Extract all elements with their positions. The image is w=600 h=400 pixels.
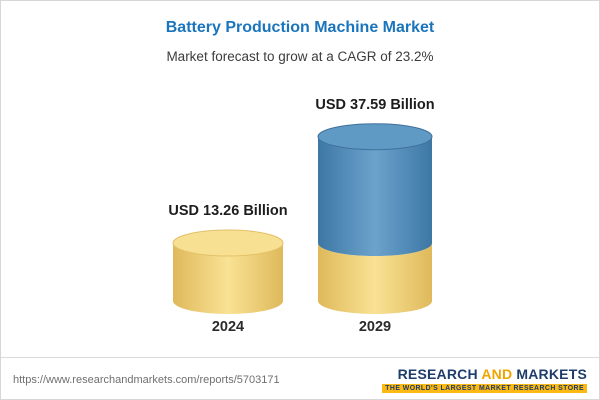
value-label-2024: USD 13.26 Billion (168, 203, 288, 219)
logo-word-markets: MARKETS (516, 366, 587, 382)
cylinder-2029 (317, 123, 433, 314)
yellow-segment (318, 243, 432, 314)
brand-logo: RESEARCH AND MARKETS THE WORLD'S LARGEST… (382, 366, 587, 393)
brand-logo-wordmark: RESEARCH AND MARKETS (398, 366, 587, 382)
logo-word-and: AND (481, 366, 513, 382)
category-label-2024: 2024 (211, 319, 245, 335)
footer-url: https://www.researchandmarkets.com/repor… (13, 373, 280, 386)
cylinder-top (317, 123, 433, 151)
brand-tagline: THE WORLD'S LARGEST MARKET RESEARCH STOR… (382, 384, 587, 393)
category-label-2029: 2029 (358, 319, 392, 335)
yellow-segment (173, 243, 283, 314)
cylinder-top (172, 229, 284, 257)
cylinder-bar-chart (172, 123, 433, 314)
footer: https://www.researchandmarkets.com/repor… (1, 357, 599, 399)
logo-word-research: RESEARCH (397, 366, 478, 382)
value-label-2029: USD 37.59 Billion (315, 97, 435, 113)
page-title: Battery Production Machine Market (165, 19, 435, 36)
page-subtitle: Market forecast to grow at a CAGR of 23.… (166, 49, 434, 64)
cylinder-2024 (172, 229, 284, 314)
blue-segment (318, 136, 432, 257)
